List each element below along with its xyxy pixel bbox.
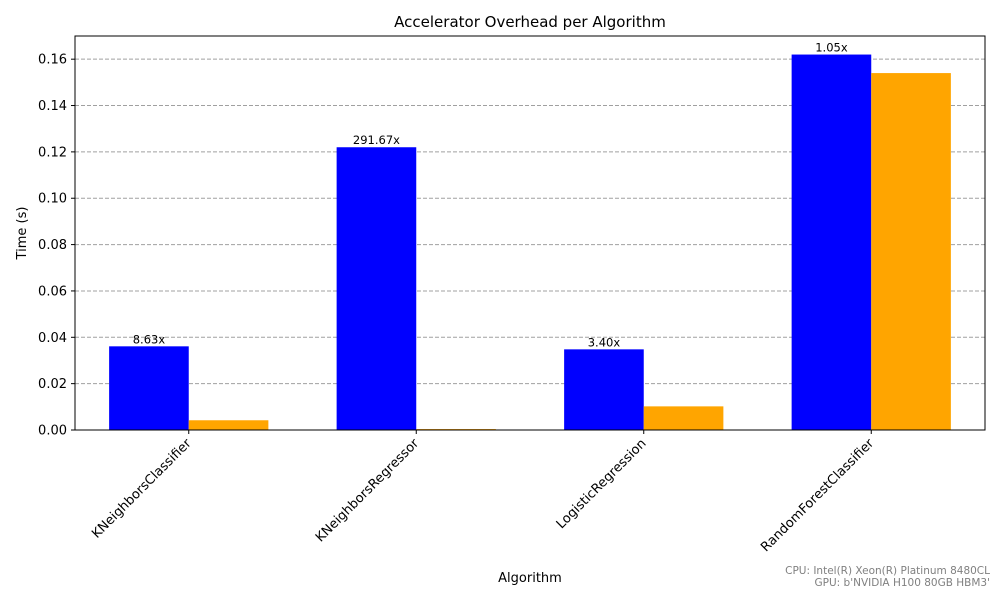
bar-ratio-label: 291.67x — [353, 133, 400, 147]
y-tick-label: 0.06 — [38, 284, 67, 299]
y-axis: 0.00 0.02 0.04 0.06 0.08 0.10 0.12 0.14 0.16 — [38, 53, 75, 439]
bar-series-1 — [336, 147, 417, 430]
bar-series-2 — [643, 406, 724, 430]
hardware-footer: CPU: Intel(R) Xeon(R) Platinum 8480CL GP… — [785, 565, 990, 589]
bars — [109, 54, 951, 431]
y-tick-label: 0.16 — [38, 53, 67, 68]
bar-series-2 — [871, 73, 951, 431]
bar-series-1 — [791, 54, 872, 431]
bar-ratio-label: 8.63x — [133, 332, 166, 346]
y-tick-label: 0.14 — [38, 99, 67, 114]
y-tick-label: 0.10 — [38, 192, 67, 207]
x-axis: KNeighborsClassifier KNeighborsRegressor L… — [89, 430, 878, 555]
bar-series-1 — [564, 349, 644, 430]
cpu-info: CPU: Intel(R) Xeon(R) Platinum 8480CL — [785, 565, 990, 577]
x-axis-label: Algorithm — [498, 571, 562, 586]
bar-ratio-label: 3.40x — [588, 335, 621, 349]
bar-series-2 — [188, 420, 269, 430]
bar-labels: 8.63x 291.67x 3.40x 1.05x — [133, 41, 848, 350]
y-tick-label: 0.00 — [38, 424, 67, 439]
plot-frame — [74, 35, 986, 431]
x-tick-label: KNeighborsClassifier — [89, 436, 195, 542]
y-tick-label: 0.02 — [38, 377, 67, 392]
y-axis-label: Time (s) — [15, 207, 30, 261]
bar-ratio-label: 1.05x — [815, 41, 848, 55]
y-tick-label: 0.08 — [38, 238, 67, 253]
chart-title: Accelerator Overhead per Algorithm — [394, 13, 666, 31]
gpu-info: GPU: b'NVIDIA H100 80GB HBM3' — [814, 577, 990, 589]
y-tick-label: 0.12 — [38, 145, 67, 160]
x-tick-label: LogisticRegression — [554, 436, 650, 532]
bar-series-1 — [109, 346, 189, 430]
x-tick-label: RandomForestClassifier — [758, 436, 877, 555]
y-tick-label: 0.04 — [38, 331, 67, 346]
x-tick-label: KNeighborsRegressor — [313, 436, 423, 546]
